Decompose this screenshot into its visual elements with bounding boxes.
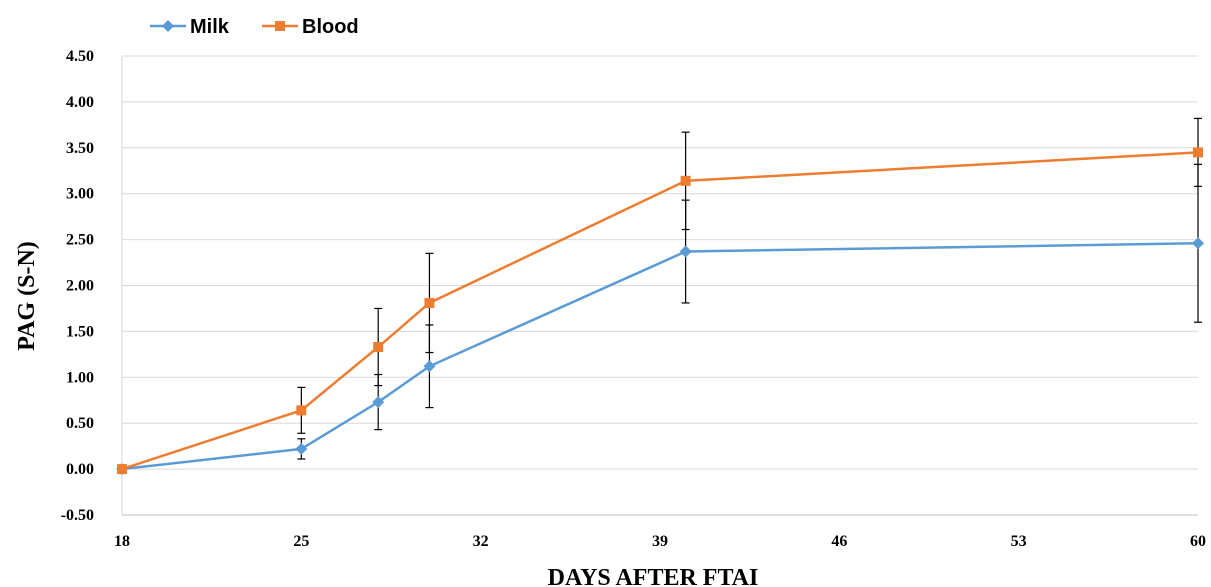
y-tick-label: 0.00 xyxy=(66,461,94,478)
series-milk xyxy=(116,163,1204,476)
legend-item-blood: Blood xyxy=(262,16,359,38)
data-point xyxy=(296,405,307,416)
y-tick-label: -0.50 xyxy=(61,507,94,524)
x-tick-label: 39 xyxy=(652,533,668,550)
y-axis-title: PAG (S-N) xyxy=(14,241,40,351)
x-tick-label: 32 xyxy=(473,533,489,550)
x-tick-label: 53 xyxy=(1011,533,1027,550)
data-point xyxy=(423,360,436,373)
series-line xyxy=(121,242,1199,471)
y-tick-label: 2.00 xyxy=(66,278,94,295)
data-point xyxy=(1193,147,1203,158)
series-layer xyxy=(116,117,1204,476)
data-point xyxy=(373,342,384,353)
legend-label: Milk xyxy=(190,16,230,38)
x-tick-label: 60 xyxy=(1190,533,1206,550)
legend-item-milk: Milk xyxy=(150,16,230,38)
axes: -0.50 0.00 0.50 1.00 1.50 2.00 2.50 3.00 3.50 4.0… xyxy=(61,48,1206,550)
data-point xyxy=(295,442,308,455)
y-tick-label: 2.50 xyxy=(66,232,94,249)
legend-marker xyxy=(162,20,174,32)
data-point xyxy=(680,175,691,186)
legend: Milk Blood xyxy=(150,16,359,38)
y-tick-label: 3.50 xyxy=(66,140,94,157)
y-tick-label: 4.00 xyxy=(66,94,94,111)
data-point xyxy=(424,297,435,308)
y-tick-label: 1.50 xyxy=(66,323,94,340)
x-tick-label: 18 xyxy=(114,533,130,550)
series-line xyxy=(121,151,1199,471)
x-tick-label: 46 xyxy=(831,533,847,550)
x-tick-label: 25 xyxy=(293,533,309,550)
y-tick-label: 4.50 xyxy=(66,48,94,65)
data-point xyxy=(1192,237,1204,250)
data-point xyxy=(679,245,692,258)
data-point xyxy=(117,464,127,475)
y-tick-label: 3.00 xyxy=(66,186,94,203)
gridlines xyxy=(122,55,1198,516)
data-point xyxy=(372,396,385,409)
x-axis-title: DAYS AFTER FTAI xyxy=(548,565,759,587)
legend-marker xyxy=(275,21,285,31)
series-blood xyxy=(117,117,1203,475)
y-tick-label: 0.50 xyxy=(66,415,94,432)
legend-label: Blood xyxy=(302,16,359,38)
y-tick-label: 1.00 xyxy=(66,369,94,386)
